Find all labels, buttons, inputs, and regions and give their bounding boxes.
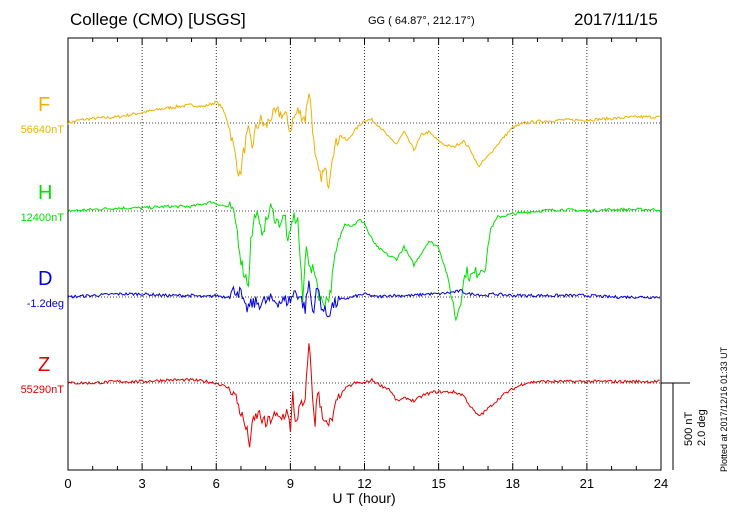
series-baseline-z: 55290nT [20, 384, 64, 396]
x-tick-label: 18 [506, 476, 520, 491]
scale-label-nt: 500 nT [683, 411, 695, 446]
series-line-f [67, 93, 661, 190]
x-tick-label: 12 [357, 476, 371, 491]
station-coordinates: GG ( 64.87°, 212.17°) [368, 15, 475, 27]
series-name-f: F [38, 94, 51, 116]
series-baseline-d: -1.2deg [26, 298, 64, 310]
chart-title: College (CMO) [USGS] [70, 10, 246, 29]
x-tick-label: 9 [287, 476, 294, 491]
series-name-z: Z [38, 354, 51, 376]
x-tick-label: 15 [431, 476, 445, 491]
x-tick-label: 3 [139, 476, 146, 491]
traces [67, 93, 661, 448]
series-name-d: D [38, 268, 53, 290]
series-line-d [67, 280, 660, 318]
chart-date: 2017/11/15 [574, 10, 658, 29]
x-tick-label: 21 [580, 476, 594, 491]
x-axis-label: U T (hour) [332, 490, 395, 506]
x-tick-label: 0 [64, 476, 71, 491]
series-line-h [67, 200, 661, 322]
series-line-z [67, 343, 660, 448]
x-tick-label: 6 [213, 476, 220, 491]
series-baseline-f: 56640nT [20, 124, 64, 136]
x-axis: 0 3 6 9 12 15 18 21 24 [64, 38, 668, 491]
series-baseline-h: 12400nT [20, 212, 64, 224]
plotted-timestamp: Plotted at 2017/12/16 01:33 UT [719, 346, 729, 472]
grid-lines [141, 38, 588, 470]
scale-bar [661, 382, 690, 470]
series-name-h: H [38, 182, 53, 204]
x-tick-label: 24 [654, 476, 668, 491]
scale-label-deg: 2.0 deg [696, 409, 708, 446]
